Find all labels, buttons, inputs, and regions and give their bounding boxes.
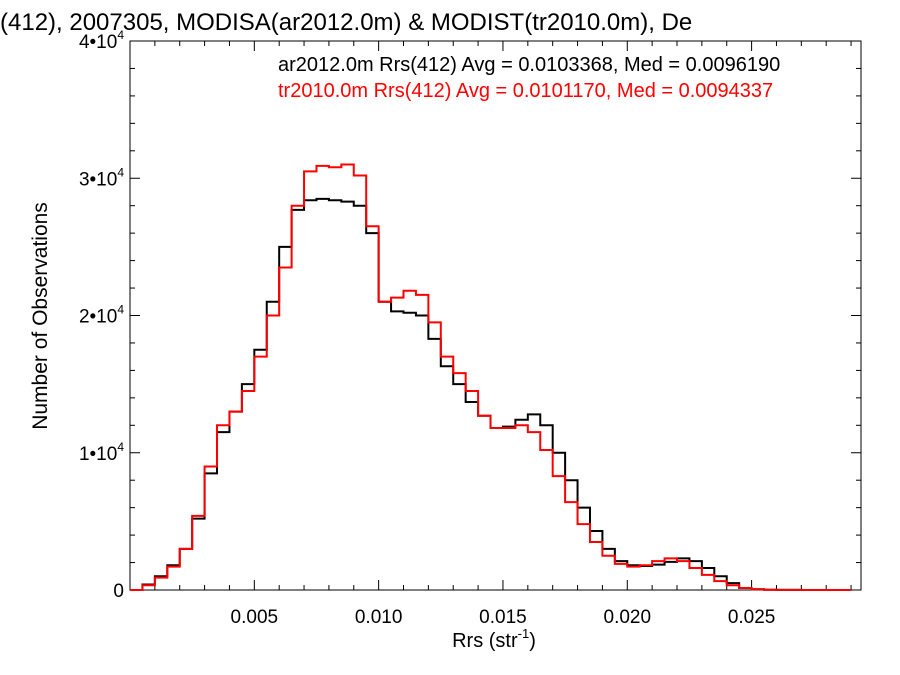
y-axis-ticks: 0 1•104 2•104 3•104 4•104 — [79, 28, 861, 602]
plot-frame — [129, 40, 862, 591]
x-axis-label-exponent: -1 — [518, 626, 530, 641]
chart-title: (412), 2007305, MODISA(ar2012.0m) & MODI… — [0, 9, 692, 36]
legend-entry-ar2012: ar2012.0m Rrs(412) Avg = 0.0103368, Med … — [278, 54, 780, 76]
y-tick-label: 2•104 — [79, 303, 124, 328]
x-tick-label: 0.005 — [231, 607, 279, 628]
y-tick-label: 0 — [113, 581, 124, 602]
y-tick-label: 4•104 — [79, 28, 124, 53]
series-line-ar2012 — [130, 197, 852, 591]
y-tick-label: 1•104 — [79, 440, 124, 465]
x-tick-label: 0.015 — [479, 607, 527, 628]
x-axis-label-main: Rrs (str — [452, 630, 518, 652]
y-axis-label: Number of Observations — [29, 202, 52, 430]
series-layer — [130, 163, 852, 591]
x-tick-label: 0.020 — [604, 607, 652, 628]
x-axis-ticks: 0.005 0.010 0.015 0.020 0.025 — [154, 41, 852, 628]
legend-entry-tr2010: tr2010.0m Rrs(412) Avg = 0.0101170, Med … — [278, 80, 773, 102]
x-tick-label: 0.010 — [355, 607, 403, 628]
legend: ar2012.0m Rrs(412) Avg = 0.0103368, Med … — [278, 54, 780, 102]
x-axis-label: Rrs (str-1) — [452, 626, 536, 652]
x-axis-label-close: ) — [529, 630, 536, 652]
x-tick-label: 0.025 — [728, 607, 776, 628]
y-tick-label: 3•104 — [79, 165, 124, 190]
series-line-tr2010 — [130, 163, 852, 591]
